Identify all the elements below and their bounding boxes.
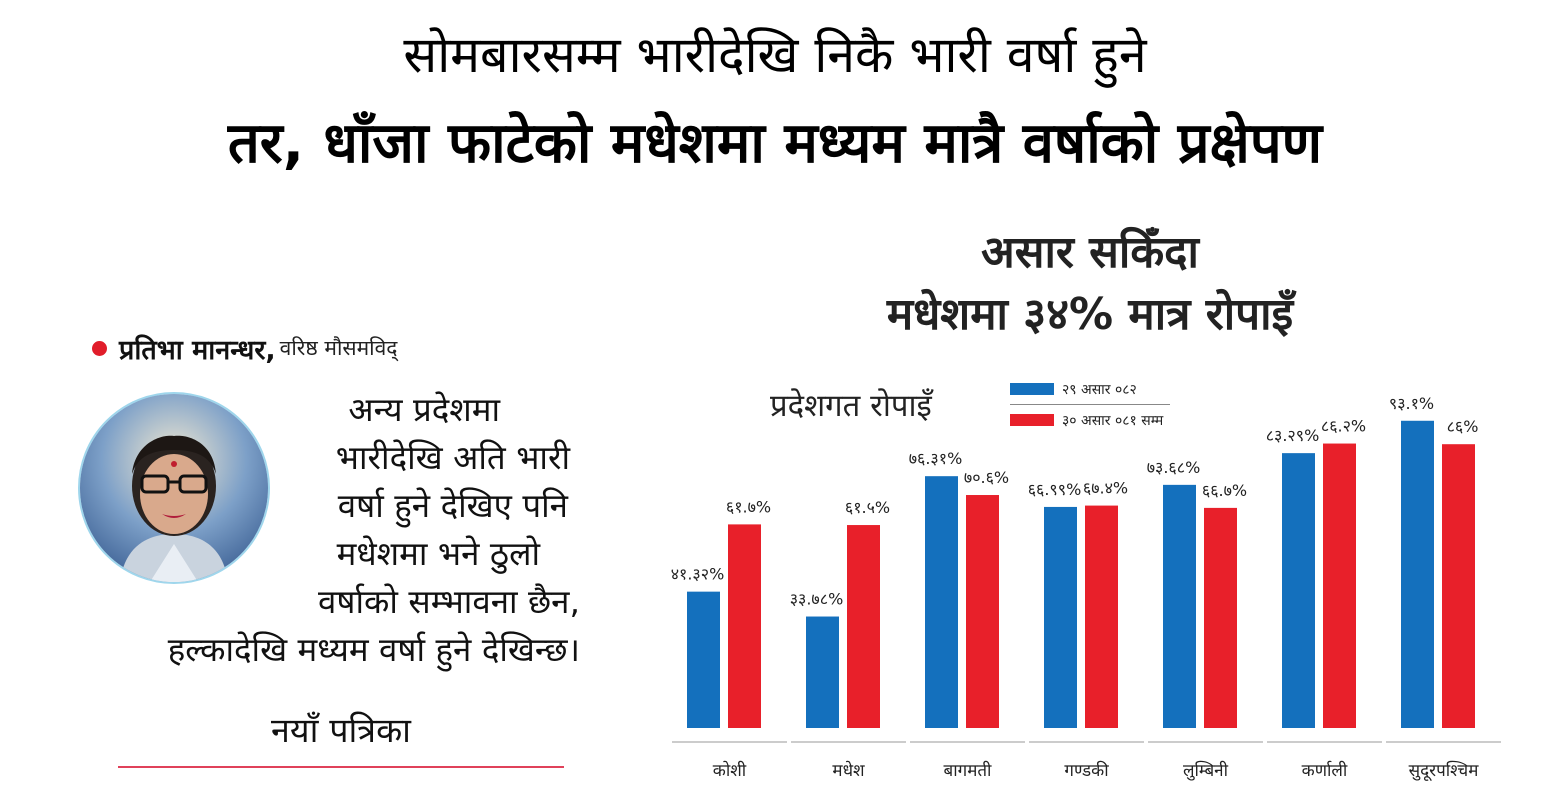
chart-title: प्रदेशगत रोपाइँ xyxy=(770,388,932,424)
legend-label: २९ असार ०८२ xyxy=(1062,381,1137,398)
data-label: ८६.२% xyxy=(1321,417,1366,436)
x-tick-label: मधेश xyxy=(832,760,865,781)
bar-series-1 xyxy=(1163,484,1196,728)
bar-series-1 xyxy=(687,591,720,728)
data-label: ८३.२९% xyxy=(1266,426,1320,445)
data-label: ७०.६% xyxy=(964,468,1009,487)
bar-series-1 xyxy=(925,476,958,728)
x-tick-label: कोशी xyxy=(713,760,747,781)
data-label: ६१.५% xyxy=(845,498,890,517)
bar-series-2 xyxy=(728,524,761,728)
legend-divider xyxy=(1010,404,1170,405)
quote-line: हल्कादेखि मध्यम वर्षा हुने देखिन्छ। xyxy=(167,630,580,669)
legend-item-series-1: २९ असार ०८२ xyxy=(1010,376,1190,402)
bar-series-2 xyxy=(966,495,999,728)
data-label: ६७.४% xyxy=(1083,479,1128,498)
data-label: ७३.६८% xyxy=(1147,458,1201,477)
data-label: ९३.१% xyxy=(1389,394,1434,413)
quote-line: भारीदेखि अति भारी xyxy=(335,438,570,477)
headline-secondary: तर, धाँजा फाटेको मधेशमा मध्यम मात्रै वर्… xyxy=(227,111,1323,176)
bar-series-2 xyxy=(1085,505,1118,728)
data-label: ४१.३२% xyxy=(671,565,725,584)
bar-series-1 xyxy=(1282,453,1315,728)
data-label: ६६.९९% xyxy=(1028,480,1082,499)
quote-line: मधेशमा भने ठुलो xyxy=(336,534,540,573)
source-credit: नयाँ पत्रिका xyxy=(270,711,411,751)
quote-line: वर्षाको सम्भावना छैन, xyxy=(318,582,580,621)
legend-swatch-red xyxy=(1010,414,1054,426)
x-tick-label: लुम्बिनी xyxy=(1183,760,1229,781)
data-label: ६१.७% xyxy=(726,497,771,516)
bar-series-2 xyxy=(1323,443,1356,728)
quote-line: अन्य प्रदेशमा xyxy=(348,390,500,429)
data-label: ३३.७८% xyxy=(790,590,844,609)
data-label: ८६% xyxy=(1447,417,1479,436)
chart-heading-line1: असार सकिँदा xyxy=(981,227,1199,278)
bar-series-1 xyxy=(1044,506,1077,728)
avatar xyxy=(78,392,270,584)
legend-label: ३० असार ०८१ सम्म xyxy=(1062,412,1164,429)
chart-heading-line2: मधेशमा ३४% मात्र रोपाइँ xyxy=(886,289,1294,340)
bar-series-1 xyxy=(1401,420,1434,728)
bar-series-2 xyxy=(847,525,880,728)
data-label: ६६.७% xyxy=(1202,481,1247,500)
bar-series-1 xyxy=(806,616,839,728)
headline-primary: सोमबारसम्म भारीदेखि निकै भारी वर्षा हुने xyxy=(403,26,1147,84)
bar-series-2 xyxy=(1204,507,1237,728)
x-tick-label: बागमती xyxy=(944,760,993,781)
source-divider xyxy=(118,766,564,768)
quote-author: प्रतिभा मानन्धर, वरिष्ठ मौसमविद् xyxy=(92,328,397,368)
x-tick-label: कर्णाली xyxy=(1302,760,1348,781)
legend-item-series-2: ३० असार ०८१ सम्म xyxy=(1010,407,1190,433)
legend-swatch-blue xyxy=(1010,383,1054,395)
author-role: वरिष्ठ मौसमविद् xyxy=(279,336,398,360)
bullet-dot-icon xyxy=(92,340,107,356)
data-label: ७६.३१% xyxy=(909,449,963,468)
x-tick-label: सुदूरपश्चिम xyxy=(1409,760,1480,781)
avatar-photo-icon xyxy=(80,394,268,582)
chart-heading: असार सकिँदा मधेशमा ३४% मात्र रोपाइँ xyxy=(760,222,1420,346)
quote-text: अन्य प्रदेशमा भारीदेखि अति भारी वर्षा हु… xyxy=(60,386,580,674)
x-tick-label: गण्डकी xyxy=(1064,760,1109,781)
chart-legend: २९ असार ०८२ ३० असार ०८१ सम्म xyxy=(1010,376,1190,433)
bar-series-2 xyxy=(1442,444,1475,728)
author-name: प्रतिभा मानन्धर, xyxy=(119,334,276,366)
quote-line: वर्षा हुने देखिए पनि xyxy=(337,486,568,525)
